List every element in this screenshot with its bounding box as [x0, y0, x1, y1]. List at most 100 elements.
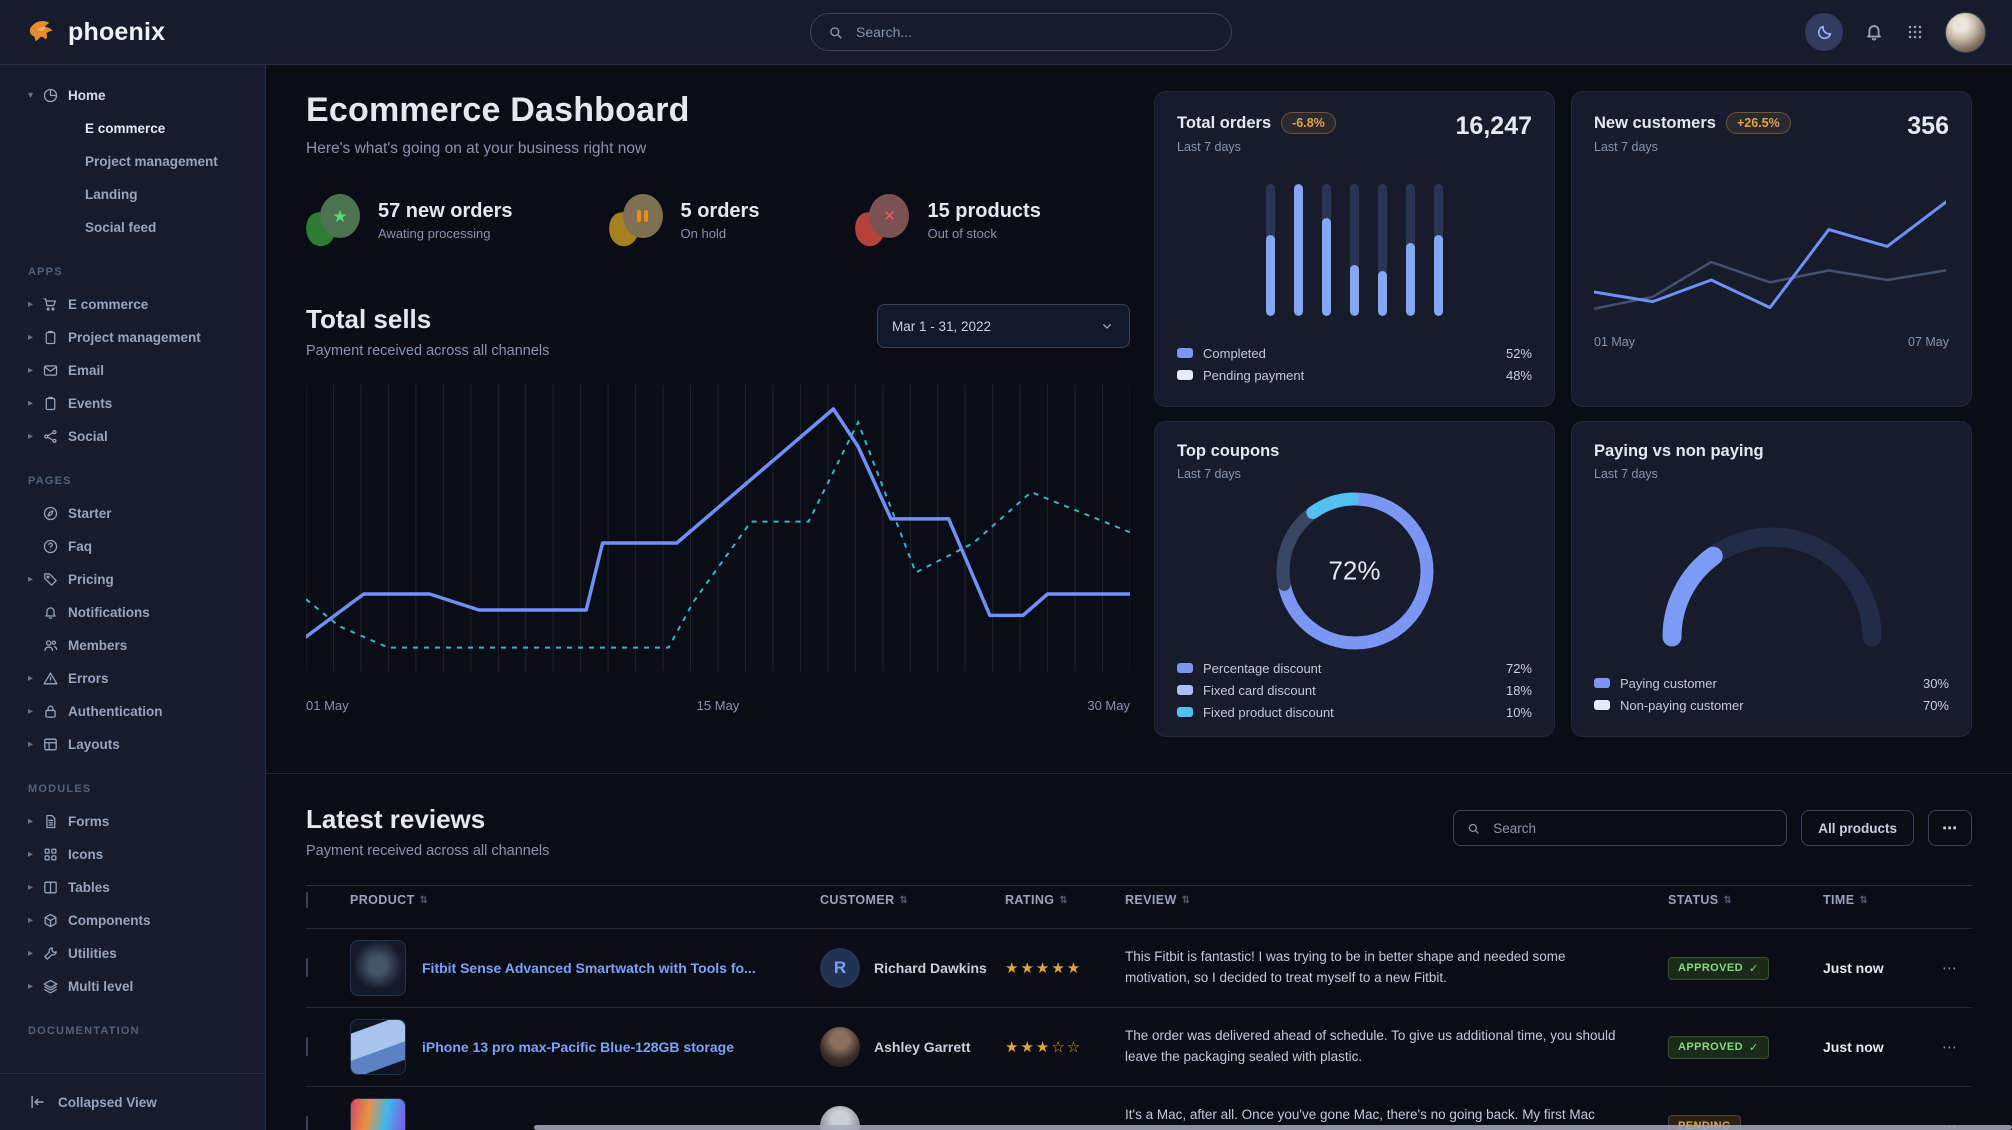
sidebar-item-layouts[interactable]: ▸ Layouts	[0, 728, 265, 761]
user-avatar[interactable]	[1945, 11, 1986, 53]
sort-icon: ⇅	[1181, 894, 1191, 906]
sidebar-item-social[interactable]: ▸ Social	[0, 420, 265, 453]
total-sells-subtitle: Payment received across all channels	[306, 343, 550, 359]
sidebar-item-label: Faq	[68, 539, 93, 554]
sidebar-item-label: Layouts	[68, 737, 120, 752]
sidebar-item-label: Email	[68, 363, 105, 378]
caret-right-icon: ▸	[28, 849, 34, 860]
sidebar-item-starter[interactable]: Starter	[0, 497, 265, 530]
mail-icon	[42, 362, 68, 379]
search-input[interactable]	[854, 23, 1215, 41]
sidebar-item-email[interactable]: ▸ Email	[0, 354, 265, 387]
layers-icon	[42, 978, 68, 995]
sidebar-subitem-project-management[interactable]: Project management	[85, 154, 218, 169]
select-all-checkbox[interactable]	[306, 892, 308, 908]
customer-name: Ashley Garrett	[874, 1039, 971, 1055]
search-icon	[827, 24, 844, 41]
column-header-time[interactable]: TIME ⇅	[1823, 893, 1869, 907]
legend-value: 48%	[1505, 367, 1532, 383]
sidebar-item-components[interactable]: ▸ Components	[0, 904, 265, 937]
row-actions-button[interactable]: ⋯	[1942, 960, 1958, 977]
date-range-select[interactable]: Mar 1 - 31, 2022	[877, 304, 1130, 348]
axis-label-start: 01 May	[1594, 335, 1635, 349]
row-actions-button[interactable]: ⋯	[1942, 1039, 1958, 1056]
sidebar-item-members[interactable]: Members	[0, 629, 265, 662]
new-customers-value: 356	[1907, 112, 1949, 140]
sidebar-item-home[interactable]: ▾ Home	[0, 79, 265, 112]
horizontal-scrollbar[interactable]	[534, 1125, 2012, 1130]
reviews-controls: All products ⋯	[1453, 810, 1972, 846]
new-customers-trend-badge: +26.5%	[1725, 112, 1791, 134]
legend-label: Paying customer	[1620, 675, 1717, 691]
top-coupons-period: Last 7 days	[1177, 467, 1241, 481]
reviews-search[interactable]	[1453, 810, 1788, 846]
sidebar-subitem-social-feed[interactable]: Social feed	[85, 220, 157, 235]
review-time: Just now	[1823, 960, 1884, 976]
product-link[interactable]: iPhone 13 pro max-Pacific Blue-128GB sto…	[422, 1039, 734, 1055]
card-paying-vs-nonpaying: Paying vs non paying Last 7 days Paying …	[1571, 421, 1972, 737]
sidebar-subitem-e-commerce[interactable]: E commerce	[85, 121, 166, 136]
notifications-button[interactable]	[1863, 21, 1885, 43]
sidebar-item-errors[interactable]: ▸ Errors	[0, 662, 265, 695]
navbar-search[interactable]	[810, 13, 1232, 51]
sidebar-item-pricing[interactable]: ▸ Pricing	[0, 563, 265, 596]
column-header-review[interactable]: REVIEW ⇅	[1125, 893, 1191, 907]
sidebar-subitem-landing[interactable]: Landing	[85, 187, 138, 202]
caret-right-icon: ▸	[28, 398, 34, 409]
sidebar-item-multi-level[interactable]: ▸ Multi level	[0, 970, 265, 1003]
sidebar-item-forms[interactable]: ▸ Forms	[0, 805, 265, 838]
row-checkbox[interactable]	[306, 958, 308, 977]
sidebar-item-events[interactable]: ▸ Events	[0, 387, 265, 420]
red-blob-icon: ✕	[851, 194, 911, 250]
all-products-button[interactable]: All products	[1801, 810, 1914, 846]
caret-down-icon: ▾	[28, 90, 34, 101]
column-header-status[interactable]: STATUS ⇅	[1668, 893, 1733, 907]
lock-icon	[42, 703, 68, 720]
sidebar-item-tables[interactable]: ▸ Tables	[0, 871, 265, 904]
page-subtitle: Here's what's going on at your business …	[306, 140, 647, 157]
total-sells-header: Total sells Payment received across all …	[306, 304, 1130, 359]
check-icon: ✓	[1748, 1041, 1759, 1054]
bell-icon	[42, 604, 68, 621]
order-bar	[1266, 184, 1275, 316]
row-checkbox[interactable]	[306, 1037, 308, 1056]
sidebar-item-faq[interactable]: Faq	[0, 530, 265, 563]
total-sells-title: Total sells	[306, 304, 432, 334]
sidebar-item-authentication[interactable]: ▸ Authentication	[0, 695, 265, 728]
product-thumbnail-iphone[interactable]	[350, 1019, 406, 1075]
column-header-product[interactable]: PRODUCT ⇅	[350, 893, 429, 907]
sidebar-item-project-management[interactable]: ▸ Project management	[0, 321, 265, 354]
stat-value: 57 new orders	[378, 199, 513, 222]
column-header-customer[interactable]: CUSTOMER ⇅	[820, 893, 909, 907]
theme-toggle-button[interactable]	[1805, 13, 1843, 51]
sidebar-item-label: Notifications	[68, 605, 150, 620]
legend-value: 72%	[1505, 660, 1532, 676]
sidebar-section-label: PAGES	[28, 475, 72, 487]
latest-reviews-subtitle: Payment received across all channels	[306, 843, 550, 859]
reviews-search-input[interactable]	[1491, 819, 1775, 837]
product-link[interactable]: Fitbit Sense Advanced Smartwatch with To…	[422, 960, 756, 976]
dashboard-right-column: Total orders -6.8% Last 7 days 16,247 Co…	[1154, 91, 1972, 737]
apps-grid-button[interactable]	[1905, 22, 1925, 42]
sidebar-item-icons[interactable]: ▸ Icons	[0, 838, 265, 871]
caret-right-icon: ▸	[28, 299, 34, 310]
product-thumbnail-smartwatch[interactable]	[350, 940, 406, 996]
date-range-value: Mar 1 - 31, 2022	[892, 318, 992, 334]
caret-right-icon: ▸	[28, 882, 34, 893]
brand[interactable]: phoenix	[26, 16, 165, 48]
collapsed-view-button[interactable]: Collapsed View	[0, 1073, 265, 1130]
layout-icon	[42, 736, 68, 753]
column-header-rating[interactable]: RATING ⇅	[1005, 893, 1069, 907]
card-new-customers: New customers +26.5% Last 7 days 356 01 …	[1571, 91, 1972, 407]
reviews-more-button[interactable]: ⋯	[1928, 810, 1972, 846]
sidebar-item-label: Tables	[68, 880, 110, 895]
sidebar-item-e-commerce[interactable]: ▸ E commerce	[0, 288, 265, 321]
row-checkbox[interactable]	[306, 1116, 308, 1130]
collapse-left-icon	[28, 1093, 46, 1111]
bell-icon	[1863, 21, 1885, 43]
sidebar-item-notifications[interactable]: Notifications	[0, 596, 265, 629]
navbar-actions	[1805, 11, 1986, 53]
product-thumbnail-macbook[interactable]	[350, 1098, 406, 1130]
sidebar-item-utilities[interactable]: ▸ Utilities	[0, 937, 265, 970]
collapsed-view-label: Collapsed View	[58, 1094, 157, 1110]
